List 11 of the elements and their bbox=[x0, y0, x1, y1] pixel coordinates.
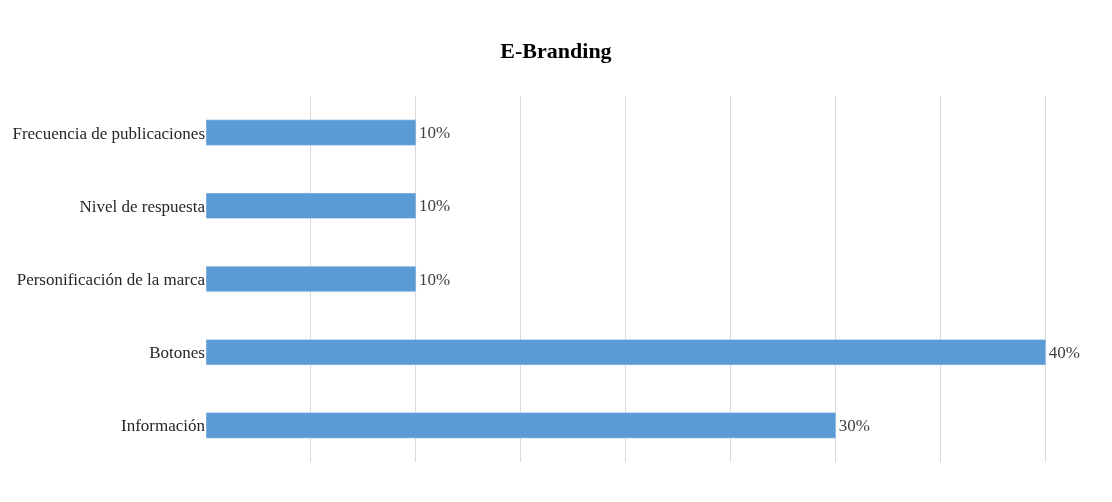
data-label: 30% bbox=[838, 415, 871, 435]
y-tick-label: Información bbox=[120, 416, 206, 436]
y-tick-label: Botones bbox=[149, 343, 205, 363]
data-label: 10% bbox=[418, 196, 451, 216]
data-label: 10% bbox=[418, 269, 451, 289]
chart-title: E-Branding bbox=[500, 37, 612, 63]
data-label: 10% bbox=[418, 123, 451, 143]
data-label: 40% bbox=[1048, 342, 1080, 362]
y-tick-label: Personificación de la marca bbox=[16, 269, 206, 289]
y-tick-label: Nivel de respuesta bbox=[79, 196, 206, 216]
y-tick-label: Frecuencia de publicaciones bbox=[12, 123, 205, 143]
